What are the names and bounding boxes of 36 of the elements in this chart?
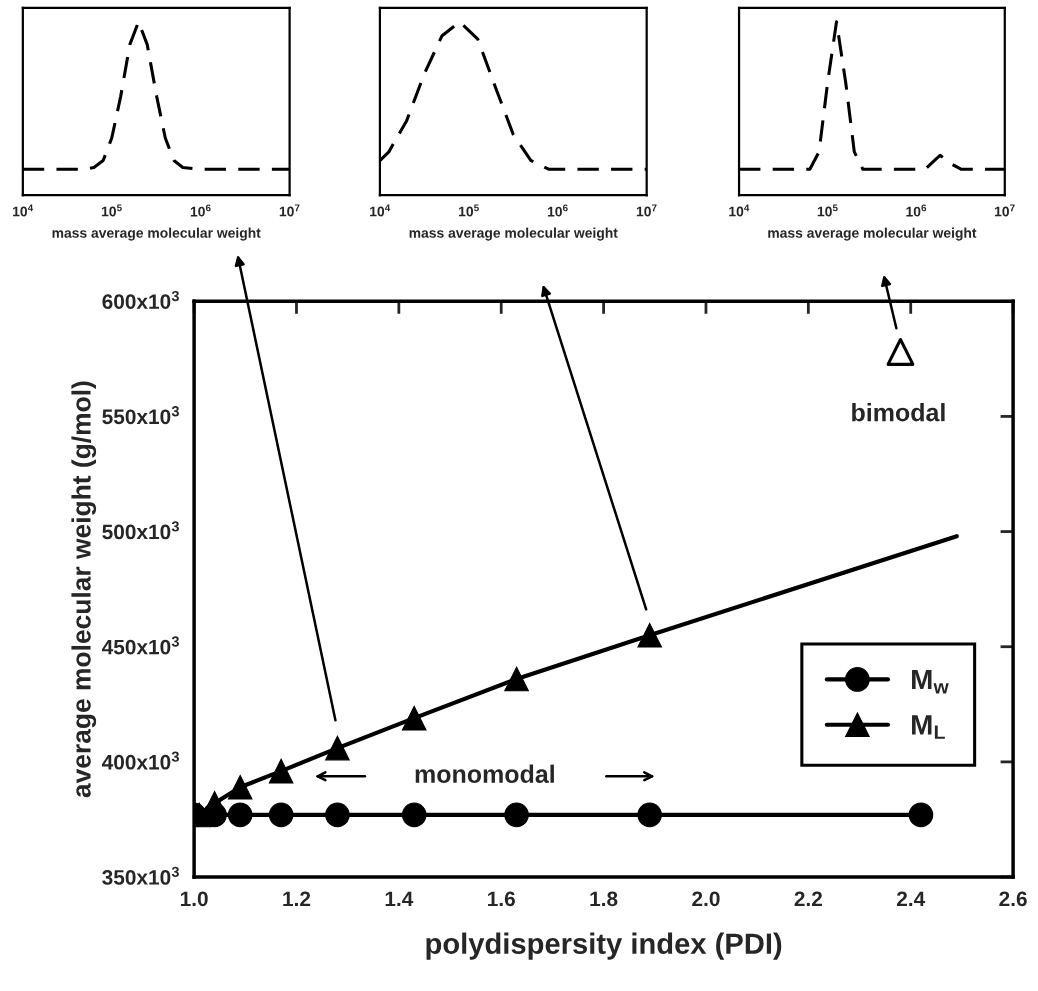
x-tick-label: 10$^{5}$ [459,204,479,217]
y-tick-label: 400x10$^{3}$ [101,751,179,770]
x-axis-title: mass average molecular weight [409,227,618,241]
x-axis-title: polydispersity index (PDI) [426,932,782,960]
x-tick-label: 10$^{4}$ [370,204,391,217]
x-tick-label: 10$^{6}$ [547,204,568,217]
x-tick-label: 1.6 [488,891,515,907]
y-tick-label: 350x10$^{3}$ [102,866,179,885]
annotation: bimodal [852,403,945,422]
y-tick-label: 600x10$^{3}$ [102,290,179,309]
x-tick-label: 10$^{5}$ [817,204,838,217]
legend-label: M$_{L}$ [912,715,945,739]
x-tick-label: 10$^{7}$ [636,204,657,217]
x-tick-label: 10$^{4}$ [13,204,34,217]
x-tick-label: 2.2 [794,891,822,907]
x-axis-title: mass average molecular weight [768,227,977,241]
x-tick-label: 10$^{5}$ [101,204,122,217]
x-tick-label: 1.8 [590,891,618,907]
x-tick-label: 10$^{4}$ [729,204,750,217]
x-tick-label: 2.4 [896,891,926,907]
y-tick-label: 500x10$^{3}$ [102,521,179,540]
x-tick-label: 10$^{7}$ [994,204,1015,217]
y-axis-title: average molecular weight (g/mol) [71,381,97,798]
x-tick-label: 1.2 [283,891,311,907]
x-tick-label: 1.4 [385,891,414,907]
x-tick-label: 2.6 [999,891,1027,907]
x-tick-label: 10$^{6}$ [906,204,927,217]
annotation: monomodal [415,764,554,783]
x-tick-label: 10$^{7}$ [279,204,300,217]
x-tick-label: 10$^{6}$ [190,204,211,217]
x-tick-label: 1.0 [180,891,208,907]
y-tick-label: 550x10$^{3}$ [102,406,179,425]
x-axis-title: mass average molecular weight [52,227,261,241]
x-tick-label: 2.0 [692,891,720,907]
y-tick-label: 450x10$^{3}$ [101,636,179,655]
legend-label: M$_{w}$ [912,670,949,694]
